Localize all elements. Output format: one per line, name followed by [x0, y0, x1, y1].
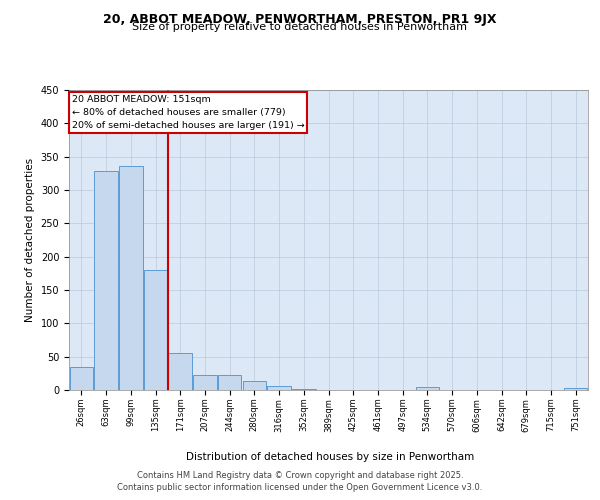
Bar	[564, 388, 587, 390]
Text: 20 ABBOT MEADOW: 151sqm
← 80% of detached houses are smaller (779)
20% of semi-d: 20 ABBOT MEADOW: 151sqm ← 80% of detache…	[71, 94, 304, 130]
Bar	[119, 166, 143, 390]
Bar	[193, 376, 217, 390]
Bar	[292, 388, 316, 390]
Bar	[242, 382, 266, 390]
Bar	[218, 376, 241, 390]
Bar	[70, 366, 93, 390]
Bar	[268, 386, 291, 390]
Y-axis label: Number of detached properties: Number of detached properties	[25, 158, 35, 322]
Text: 20, ABBOT MEADOW, PENWORTHAM, PRESTON, PR1 9JX: 20, ABBOT MEADOW, PENWORTHAM, PRESTON, P…	[103, 12, 497, 26]
Bar	[416, 388, 439, 390]
Bar	[144, 270, 167, 390]
Bar	[169, 354, 192, 390]
Text: Contains HM Land Registry data © Crown copyright and database right 2025.
Contai: Contains HM Land Registry data © Crown c…	[118, 471, 482, 492]
Text: Distribution of detached houses by size in Penwortham: Distribution of detached houses by size …	[186, 452, 474, 462]
Bar	[94, 172, 118, 390]
Text: Size of property relative to detached houses in Penwortham: Size of property relative to detached ho…	[133, 22, 467, 32]
